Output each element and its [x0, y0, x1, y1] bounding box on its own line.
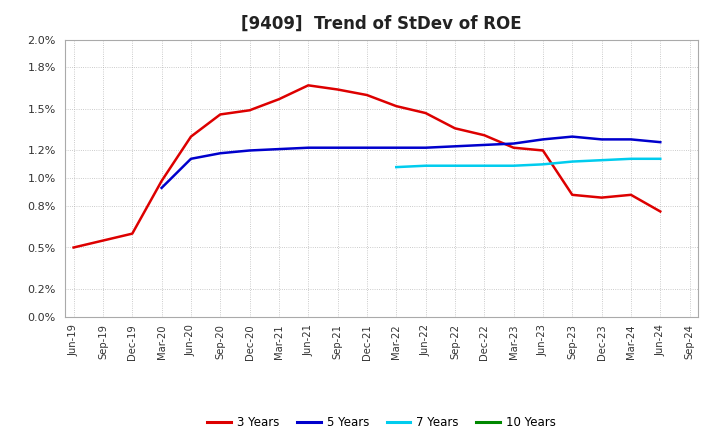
Legend: 3 Years, 5 Years, 7 Years, 10 Years: 3 Years, 5 Years, 7 Years, 10 Years: [203, 411, 560, 434]
Title: [9409]  Trend of StDev of ROE: [9409] Trend of StDev of ROE: [241, 15, 522, 33]
